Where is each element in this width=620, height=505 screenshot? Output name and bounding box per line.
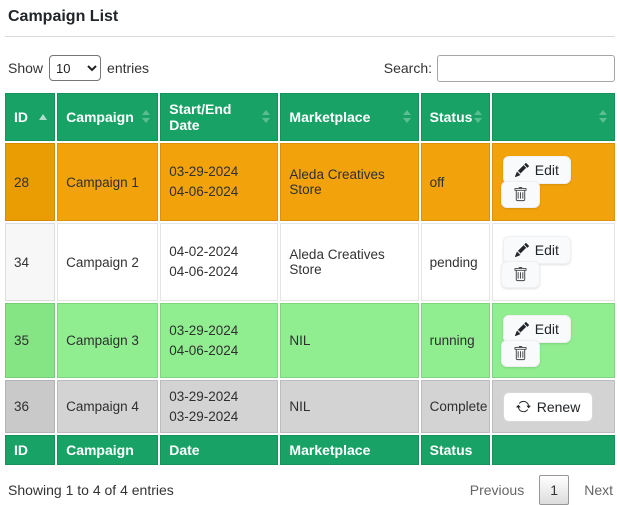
sort-arrows-icon [473, 110, 482, 123]
footer-header-status: Status [420, 435, 490, 466]
delete-button[interactable] [500, 261, 540, 288]
renew-button[interactable]: Renew [502, 391, 594, 422]
cell-dates: 03-29-2024 04-06-2024 [160, 303, 279, 378]
divider [5, 36, 615, 37]
cell-dates: 03-29-2024 04-06-2024 [160, 143, 279, 221]
start-date: 04-02-2024 [169, 244, 239, 260]
campaign-table: ID Campaign Start/End Date Marketplace S… [3, 91, 617, 467]
cell-dates: 03-29-2024 03-29-2024 [160, 380, 279, 434]
table-row: 34 Campaign 2 04-02-2024 04-06-2024 Aled… [5, 223, 615, 301]
entries-info: Showing 1 to 4 of 4 entries [8, 482, 174, 499]
edit-button[interactable]: Edit [502, 156, 571, 184]
sort-arrows-icon [262, 110, 271, 123]
cell-id: 36 [5, 380, 56, 434]
entries-label: entries [107, 60, 150, 76]
start-date: 03-29-2024 [169, 164, 239, 180]
table-controls: Show 10 entries Search: [3, 54, 617, 82]
cell-id: 28 [5, 143, 56, 221]
column-header-campaign[interactable]: Campaign [57, 93, 159, 141]
cell-actions: Edit [491, 303, 615, 378]
cell-marketplace: Aleda Creatives Store [280, 143, 419, 221]
trash-icon [514, 187, 527, 202]
table-footer: Showing 1 to 4 of 4 entries Previous 1 N… [3, 475, 617, 505]
footer-header-date: Date [160, 435, 279, 466]
footer-header-row: ID Campaign Date Marketplace Status [5, 435, 615, 466]
cell-campaign: Campaign 3 [57, 303, 159, 378]
end-date: 04-06-2024 [169, 184, 239, 199]
edit-button[interactable]: Edit [502, 236, 571, 264]
table-row: 35 Campaign 3 03-29-2024 04-06-2024 NIL … [5, 303, 615, 378]
end-date: 04-06-2024 [169, 342, 239, 358]
cell-status: running [420, 303, 490, 378]
cell-actions: Edit [491, 143, 615, 221]
footer-header-marketplace: Marketplace [280, 435, 419, 466]
cell-marketplace: Aleda Creatives Store [280, 223, 419, 301]
column-header-id[interactable]: ID [5, 93, 56, 141]
end-date: 04-06-2024 [169, 264, 239, 279]
page-length-control: Show 10 entries [8, 55, 149, 81]
cell-status: Complete [420, 380, 490, 434]
start-date: 03-29-2024 [169, 389, 239, 404]
end-date: 03-29-2024 [169, 408, 239, 424]
refresh-icon [516, 400, 531, 413]
cell-status: pending [420, 223, 490, 301]
sort-arrows-icon [402, 110, 411, 123]
pencil-icon [514, 163, 529, 177]
footer-header-id: ID [5, 435, 56, 466]
cell-actions: Edit [491, 223, 615, 301]
current-page-button[interactable]: 1 [539, 475, 570, 505]
column-header-status[interactable]: Status [420, 93, 490, 141]
trash-icon [514, 345, 527, 360]
cell-dates: 04-02-2024 04-06-2024 [160, 223, 279, 301]
edit-button[interactable]: Edit [502, 314, 571, 343]
search-label: Search: [383, 60, 432, 76]
column-header-marketplace[interactable]: Marketplace [280, 93, 419, 141]
cell-id: 35 [5, 303, 56, 378]
header-row: ID Campaign Start/End Date Marketplace S… [5, 93, 615, 141]
start-date: 03-29-2024 [169, 322, 239, 338]
footer-header-campaign: Campaign [57, 435, 159, 466]
table-row: 28 Campaign 1 03-29-2024 04-06-2024 Aled… [5, 143, 615, 221]
sort-arrows-icon [142, 110, 151, 123]
show-label: Show [8, 60, 44, 76]
page-length-select[interactable]: 10 [49, 55, 102, 81]
pencil-icon [514, 321, 529, 336]
pagination: Previous 1 Next [470, 475, 613, 505]
search-input[interactable] [437, 54, 615, 82]
cell-status: off [420, 143, 490, 221]
page-title: Campaign List [8, 8, 119, 25]
pencil-icon [514, 243, 529, 257]
cell-id: 34 [5, 223, 56, 301]
search-control: Search: [383, 54, 615, 82]
trash-icon [514, 267, 527, 282]
previous-page-button[interactable]: Previous [469, 482, 525, 499]
footer-header-actions [491, 435, 615, 466]
table-row: 36 Campaign 4 03-29-2024 03-29-2024 NIL … [5, 380, 615, 434]
cell-actions: Renew [491, 380, 615, 434]
column-header-actions[interactable] [491, 93, 615, 141]
delete-button[interactable] [500, 339, 540, 367]
delete-button[interactable] [500, 181, 540, 208]
cell-marketplace: NIL [280, 380, 419, 434]
column-header-start-end-date[interactable]: Start/End Date [160, 93, 279, 141]
sort-ascending-icon [39, 114, 48, 120]
cell-campaign: Campaign 4 [57, 380, 159, 434]
next-page-button[interactable]: Next [584, 482, 613, 499]
cell-campaign: Campaign 1 [57, 143, 159, 221]
sort-arrows-icon [599, 110, 607, 123]
cell-campaign: Campaign 2 [57, 223, 159, 301]
cell-marketplace: NIL [280, 303, 419, 378]
